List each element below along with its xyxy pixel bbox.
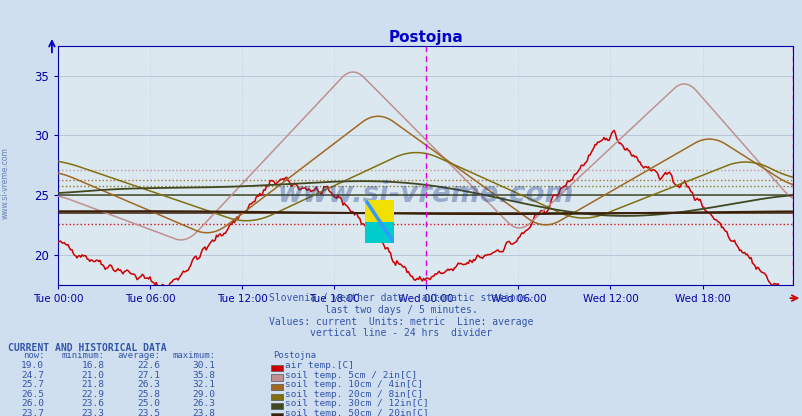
Text: 23.6: 23.6 [81,399,104,409]
Text: 27.1: 27.1 [137,371,160,380]
Text: air temp.[C]: air temp.[C] [285,361,354,370]
Text: 24.7: 24.7 [21,371,44,380]
Text: 23.5: 23.5 [137,409,160,416]
Text: 25.0: 25.0 [137,399,160,409]
Text: 23.8: 23.8 [192,409,215,416]
Text: 19.0: 19.0 [21,361,44,370]
Text: 29.0: 29.0 [192,390,215,399]
Text: 23.7: 23.7 [21,409,44,416]
Text: average:: average: [117,351,160,360]
Text: now:: now: [22,351,44,360]
Text: 26.0: 26.0 [21,399,44,409]
Text: maximum:: maximum: [172,351,215,360]
Text: 26.3: 26.3 [137,380,160,389]
Text: Values: current  Units: metric  Line: average: Values: current Units: metric Line: aver… [269,317,533,327]
Text: 22.9: 22.9 [81,390,104,399]
Text: 21.0: 21.0 [81,371,104,380]
Text: 30.1: 30.1 [192,361,215,370]
Text: minimum:: minimum: [61,351,104,360]
Text: 23.3: 23.3 [81,409,104,416]
Text: last two days / 5 minutes.: last two days / 5 minutes. [325,305,477,315]
Text: soil temp. 20cm / 8in[C]: soil temp. 20cm / 8in[C] [285,390,423,399]
Text: 35.8: 35.8 [192,371,215,380]
Text: Slovenia / weather data - automatic stations.: Slovenia / weather data - automatic stat… [269,293,533,303]
Text: Postojna: Postojna [273,351,316,360]
Text: 16.8: 16.8 [81,361,104,370]
Title: Postojna: Postojna [387,30,463,45]
Text: 25.8: 25.8 [137,390,160,399]
Text: soil temp. 10cm / 4in[C]: soil temp. 10cm / 4in[C] [285,380,423,389]
Text: 25.7: 25.7 [21,380,44,389]
Text: 22.6: 22.6 [137,361,160,370]
Text: CURRENT AND HISTORICAL DATA: CURRENT AND HISTORICAL DATA [8,343,167,353]
Bar [365,223,394,243]
Text: www.si-vreme.com: www.si-vreme.com [0,147,10,219]
Text: 21.8: 21.8 [81,380,104,389]
Text: soil temp. 50cm / 20in[C]: soil temp. 50cm / 20in[C] [285,409,428,416]
Text: vertical line - 24 hrs  divider: vertical line - 24 hrs divider [310,328,492,338]
Text: soil temp. 30cm / 12in[C]: soil temp. 30cm / 12in[C] [285,399,428,409]
Text: www.si-vreme.com: www.si-vreme.com [277,180,573,208]
Text: 32.1: 32.1 [192,380,215,389]
Text: soil temp. 5cm / 2in[C]: soil temp. 5cm / 2in[C] [285,371,417,380]
Text: 26.3: 26.3 [192,399,215,409]
Text: 26.5: 26.5 [21,390,44,399]
